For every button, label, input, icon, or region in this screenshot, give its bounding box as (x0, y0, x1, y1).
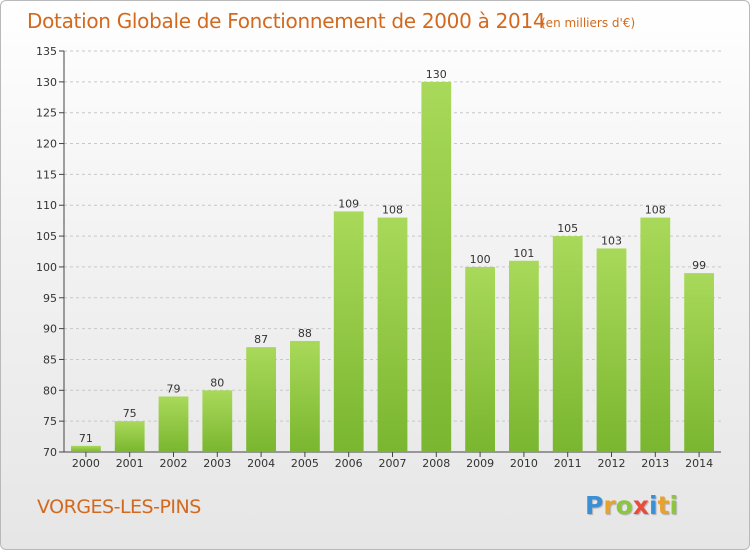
value-label: 87 (254, 333, 268, 346)
labels: 71 2000 75 2001 79 2002 80 2003 87 2004 88 2005 109 2… (72, 68, 713, 470)
bar (421, 81, 452, 452)
bars (71, 81, 714, 452)
y-tick-label: 120 (36, 138, 57, 151)
x-tick-label: 2004 (247, 457, 275, 470)
logo-letter: o (615, 491, 633, 520)
bar (465, 266, 495, 452)
x-tick-label: 2008 (422, 457, 450, 470)
value-label: 99 (692, 259, 706, 272)
value-label: 100 (470, 253, 491, 266)
x-tick-label: 2014 (685, 457, 713, 470)
y-tick-label: 80 (43, 384, 57, 397)
logo-letter: i (669, 491, 679, 520)
chart-subtitle: (en milliers d'€) (541, 16, 636, 30)
bar (640, 217, 671, 452)
x-tick-label: 2003 (203, 457, 231, 470)
bar (509, 260, 539, 452)
bar (114, 421, 145, 452)
logo-letter: x (632, 491, 649, 520)
axes: 70 75 80 85 90 95 100 105 110 115 120 125 130 135 (36, 45, 721, 459)
value-label: 103 (601, 234, 622, 247)
bar (71, 445, 101, 452)
chart-title: Dotation Globale de Fonctionnement de 20… (27, 9, 546, 33)
logo-letter: r (603, 491, 616, 520)
x-tick-label: 2009 (466, 457, 494, 470)
value-label: 79 (167, 382, 181, 395)
value-label: 108 (382, 204, 403, 217)
value-label: 75 (123, 407, 137, 420)
x-tick-label: 2006 (335, 457, 363, 470)
bar (552, 236, 583, 452)
value-label: 108 (645, 204, 666, 217)
x-tick-label: 2011 (554, 457, 582, 470)
x-tick-label: 2013 (641, 457, 669, 470)
y-tick-label: 70 (43, 446, 57, 459)
bar (684, 273, 714, 452)
x-tick-label: 2000 (72, 457, 100, 470)
value-label: 130 (426, 68, 447, 81)
bar (246, 347, 276, 452)
value-label: 71 (79, 432, 93, 445)
bar (202, 390, 233, 452)
bar (290, 340, 320, 452)
x-tick-label: 2002 (160, 457, 188, 470)
y-tick-label: 105 (36, 230, 57, 243)
logo-letter: t (657, 491, 670, 520)
x-tick-label: 2001 (116, 457, 144, 470)
bar (333, 211, 364, 452)
y-tick-label: 110 (36, 199, 57, 212)
y-tick-label: 135 (36, 45, 57, 58)
value-label: 101 (513, 247, 534, 260)
proxiti-logo[interactable]: Proxiti (585, 491, 678, 520)
y-tick-label: 130 (36, 76, 57, 89)
bar (377, 217, 408, 452)
x-tick-label: 2005 (291, 457, 319, 470)
logo-letter: i (649, 491, 658, 520)
bar (158, 396, 189, 452)
x-tick-label: 2010 (510, 457, 538, 470)
y-tick-label: 100 (36, 261, 57, 274)
y-tick-label: 125 (36, 107, 57, 120)
y-tick-label: 85 (43, 353, 57, 366)
y-tick-label: 75 (43, 415, 57, 428)
value-label: 105 (557, 222, 578, 235)
y-tick-label: 115 (36, 168, 57, 181)
y-tick-label: 90 (43, 323, 57, 336)
bar (596, 248, 627, 452)
value-label: 88 (298, 327, 312, 340)
value-label: 80 (210, 376, 224, 389)
y-tick-label: 95 (43, 292, 57, 305)
commune-name: VORGES-LES-PINS (37, 496, 201, 518)
logo-letter: P (585, 491, 604, 520)
x-tick-label: 2012 (598, 457, 626, 470)
value-label: 109 (338, 197, 359, 210)
x-tick-label: 2007 (379, 457, 407, 470)
